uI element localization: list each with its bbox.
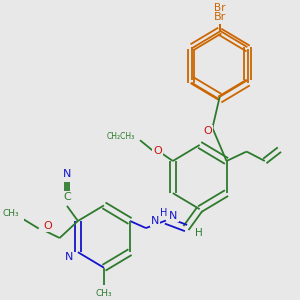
Text: Br: Br: [214, 12, 226, 22]
Text: O: O: [203, 126, 212, 136]
Text: CH₂CH₃: CH₂CH₃: [106, 132, 134, 141]
Text: O: O: [153, 146, 162, 156]
Text: N: N: [64, 252, 73, 262]
Text: N: N: [151, 215, 159, 226]
Text: Br: Br: [214, 3, 226, 13]
Text: CH₃: CH₃: [96, 289, 112, 298]
Text: C: C: [63, 192, 71, 203]
Text: N: N: [63, 169, 71, 179]
Text: O: O: [44, 221, 52, 231]
Text: CH₃: CH₃: [2, 209, 19, 218]
Text: H: H: [160, 208, 168, 218]
Text: H: H: [195, 228, 202, 238]
Text: N: N: [169, 211, 177, 221]
